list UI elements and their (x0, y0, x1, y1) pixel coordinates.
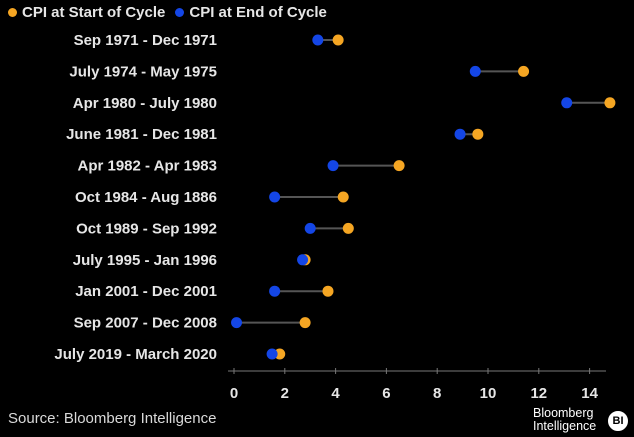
bloomberg-intelligence-logo: Bloomberg Intelligence (533, 407, 603, 433)
category-label-3: June 1981 - Dec 1981 (66, 126, 217, 143)
end-point-6 (304, 222, 316, 234)
start-point-3 (472, 128, 484, 140)
end-point-7 (297, 254, 309, 266)
end-point-9 (231, 317, 243, 329)
brand-line-1: Bloomberg (533, 406, 594, 420)
x-tick-label-0: 0 (230, 385, 238, 402)
end-point-3 (454, 128, 466, 140)
category-label-0: Sep 1971 - Dec 1971 (74, 32, 217, 49)
source-note: Source: Bloomberg Intelligence (8, 410, 217, 427)
category-label-6: Oct 1989 - Sep 1992 (76, 220, 217, 237)
legend-item-end: CPI at End of Cycle (175, 4, 327, 21)
category-label-1: July 1974 - May 1975 (69, 63, 217, 80)
end-point-2 (561, 97, 573, 109)
start-point-8 (322, 285, 334, 297)
x-tick-label-5: 10 (480, 385, 497, 402)
start-point-6 (342, 222, 354, 234)
x-tick-label-1: 2 (281, 385, 289, 402)
x-tick-label-4: 8 (433, 385, 441, 402)
legend-label-end: CPI at End of Cycle (189, 3, 327, 21)
end-point-10 (266, 348, 278, 360)
end-point-5 (269, 191, 281, 203)
category-label-10: July 2019 - March 2020 (54, 346, 217, 363)
brand-line-2: Intelligence (533, 419, 597, 433)
end-point-1 (469, 65, 481, 77)
category-label-9: Sep 2007 - Dec 2008 (74, 315, 217, 332)
legend-item-start: CPI at Start of Cycle (8, 4, 165, 21)
category-label-5: Oct 1984 - Aug 1886 (75, 189, 217, 206)
legend-dot-end (175, 7, 185, 17)
x-tick-label-7: 14 (581, 385, 598, 402)
start-point-0 (332, 34, 344, 46)
legend-dot-start (8, 7, 17, 17)
start-point-9 (299, 317, 311, 329)
start-point-10 (274, 348, 286, 360)
start-point-5 (337, 191, 349, 203)
category-label-8: Jan 2001 - Dec 2001 (75, 283, 217, 300)
start-point-4 (393, 160, 405, 172)
category-label-4: Apr 1982 - Apr 1983 (77, 158, 217, 175)
category-label-2: Apr 1980 - July 1980 (73, 95, 217, 112)
category-label-7: July 1995 - Jan 1996 (73, 252, 217, 269)
start-point-1 (518, 65, 530, 77)
x-tick-label-6: 12 (530, 385, 547, 402)
x-tick-label-2: 4 (331, 385, 340, 402)
chart-legend: CPI at Start of Cycle CPI at End of Cycl… (8, 3, 327, 21)
end-point-8 (269, 285, 281, 297)
x-tick-label-3: 6 (382, 385, 390, 402)
end-point-0 (312, 34, 324, 46)
dumbbell-chart: 0 2 4 6 8 10 12 14 Sep 1971 - Dec 1971 July 1974 … (54, 32, 616, 402)
end-point-4 (327, 160, 339, 172)
legend-label-start: CPI at Start of Cycle (22, 3, 166, 21)
start-point-2 (604, 97, 616, 109)
bi-badge-icon: BI (608, 411, 628, 431)
